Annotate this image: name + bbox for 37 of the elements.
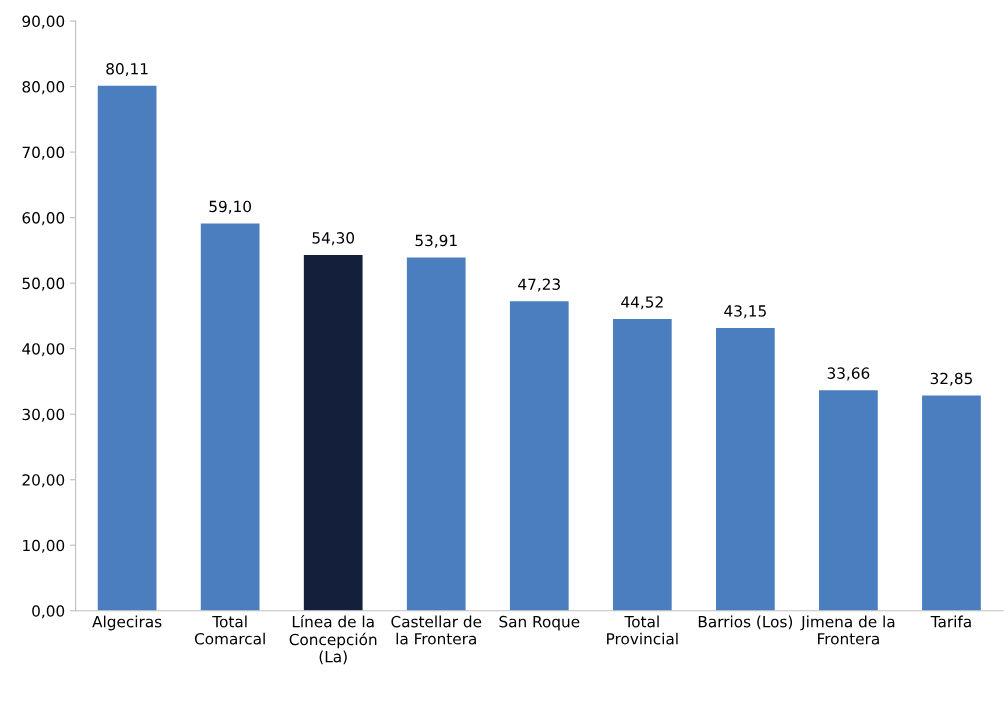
y-tick-label: 40,00 bbox=[22, 343, 65, 357]
bar bbox=[509, 301, 569, 611]
x-tick-label: Barrios (Los) bbox=[698, 615, 793, 630]
x-tick-label: Línea de la Concepción (La) bbox=[289, 614, 377, 665]
bar bbox=[97, 85, 157, 611]
bar bbox=[200, 223, 260, 611]
x-tick-label: Total Comarcal bbox=[194, 615, 265, 645]
bar bbox=[612, 319, 672, 611]
x-tick-label: Tarifa bbox=[930, 615, 971, 628]
x-tick-label: Jimena de la Frontera bbox=[800, 615, 895, 645]
x-tick-label: Total Provincial bbox=[607, 615, 678, 645]
x-tick-label: Algeciras bbox=[92, 615, 162, 631]
bar bbox=[819, 390, 878, 611]
y-tick-label: 20,00 bbox=[22, 474, 65, 488]
data-label: 47,23 bbox=[518, 278, 560, 292]
y-tick-label: 60,00 bbox=[22, 212, 65, 226]
y-tick-label: 80,00 bbox=[22, 81, 65, 95]
y-tick-label: 0,00 bbox=[32, 605, 65, 619]
data-label: 43,15 bbox=[724, 305, 766, 319]
y-tick-label: 50,00 bbox=[22, 277, 65, 291]
data-label: 44,52 bbox=[621, 296, 663, 310]
x-tick-label: San Roque bbox=[499, 615, 580, 631]
data-label: 54,30 bbox=[312, 232, 355, 246]
data-label: 59,10 bbox=[209, 200, 252, 214]
y-tick-label: 10,00 bbox=[23, 539, 65, 553]
y-tick-label: 90,00 bbox=[22, 15, 65, 29]
bar bbox=[922, 395, 981, 611]
y-tick-label: 30,00 bbox=[22, 408, 65, 422]
bar bbox=[406, 257, 466, 611]
data-label: 80,11 bbox=[106, 63, 148, 77]
x-tick-label: Castellar de la Frontera bbox=[391, 615, 482, 645]
data-label: 32,85 bbox=[930, 372, 972, 386]
data-label: 33,66 bbox=[827, 367, 870, 381]
y-tick-label: 70,00 bbox=[22, 146, 65, 160]
data-label: 53,91 bbox=[415, 234, 457, 248]
bar bbox=[715, 328, 775, 611]
bar bbox=[303, 254, 363, 611]
